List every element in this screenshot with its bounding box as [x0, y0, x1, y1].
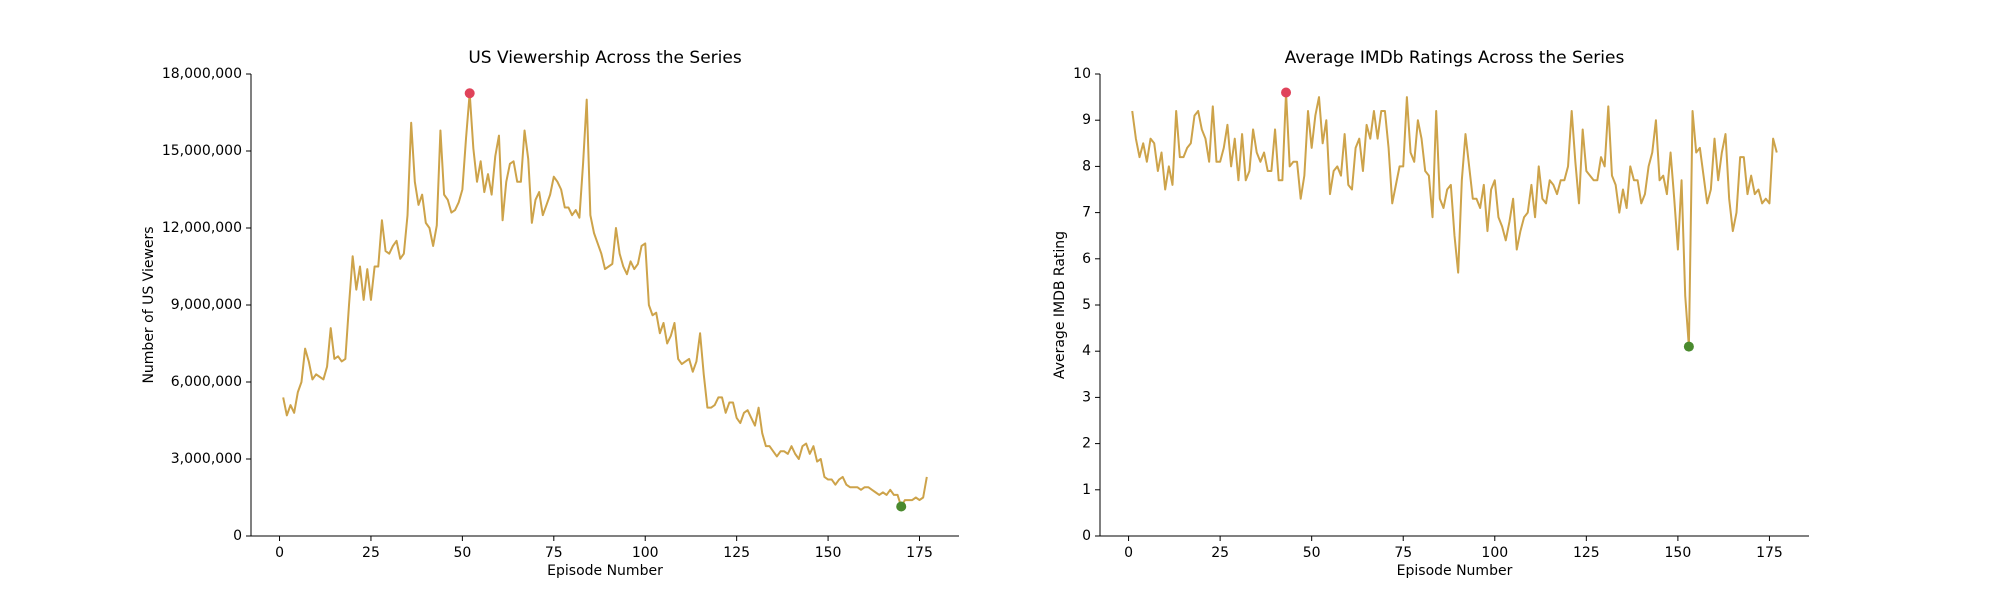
chart-title: US Viewership Across the Series: [468, 48, 742, 68]
y-tick-label: 7: [1082, 205, 1091, 221]
y-axis-label: Average IMDB Rating: [1052, 231, 1068, 379]
series-line: [282, 92, 928, 508]
x-tick-label: 125: [723, 545, 750, 561]
x-tick-label: 175: [1756, 545, 1783, 561]
x-tick-label: 0: [1124, 545, 1133, 561]
x-axis-label: Episode Number: [1397, 563, 1513, 579]
subplot: Average IMDb Ratings Across the Series Ep…: [1052, 48, 1809, 579]
x-tick-label: 0: [275, 545, 284, 561]
chart-title: Average IMDb Ratings Across the Series: [1285, 48, 1625, 68]
max-point: [1281, 87, 1292, 98]
y-tick-label: 8: [1082, 158, 1091, 174]
y-tick-label: 15,000,000: [162, 143, 242, 159]
y-tick-label: 6,000,000: [171, 374, 242, 390]
x-tick-label: 50: [453, 545, 471, 561]
x-tick-label: 100: [632, 545, 659, 561]
x-tick-label: 150: [1665, 545, 1692, 561]
x-tick-label: 100: [1481, 545, 1508, 561]
y-tick-label: 6: [1082, 251, 1091, 267]
x-tick-label: 175: [906, 545, 933, 561]
y-tick-label: 12,000,000: [162, 220, 242, 236]
y-axis-label: Number of US Viewers: [141, 226, 157, 383]
x-tick-label: 125: [1573, 545, 1600, 561]
max-point: [464, 88, 475, 99]
x-axis-label: Episode Number: [547, 563, 663, 579]
y-tick-label: 5: [1082, 297, 1091, 313]
y-tick-label: 9: [1082, 112, 1091, 128]
min-point: [896, 501, 907, 512]
subplot: US Viewership Across the Series Episode N…: [141, 48, 959, 579]
x-tick-label: 150: [815, 545, 842, 561]
series-line: [1131, 91, 1778, 348]
x-tick-label: 25: [362, 545, 380, 561]
y-tick-label: 10: [1073, 66, 1091, 82]
y-tick-label: 2: [1082, 436, 1091, 452]
x-tick-label: 50: [1303, 545, 1321, 561]
x-tick-label: 25: [1211, 545, 1229, 561]
min-point: [1683, 341, 1694, 352]
y-tick-label: 3: [1082, 389, 1091, 405]
x-tick-label: 75: [1394, 545, 1412, 561]
y-tick-label: 3,000,000: [171, 451, 242, 467]
y-tick-label: 4: [1082, 343, 1091, 359]
y-tick-label: 0: [233, 528, 242, 544]
x-tick-label: 75: [545, 545, 563, 561]
y-tick-label: 0: [1082, 528, 1091, 544]
y-tick-label: 18,000,000: [162, 66, 242, 82]
y-tick-label: 1: [1082, 482, 1091, 498]
y-tick-label: 9,000,000: [171, 297, 242, 313]
